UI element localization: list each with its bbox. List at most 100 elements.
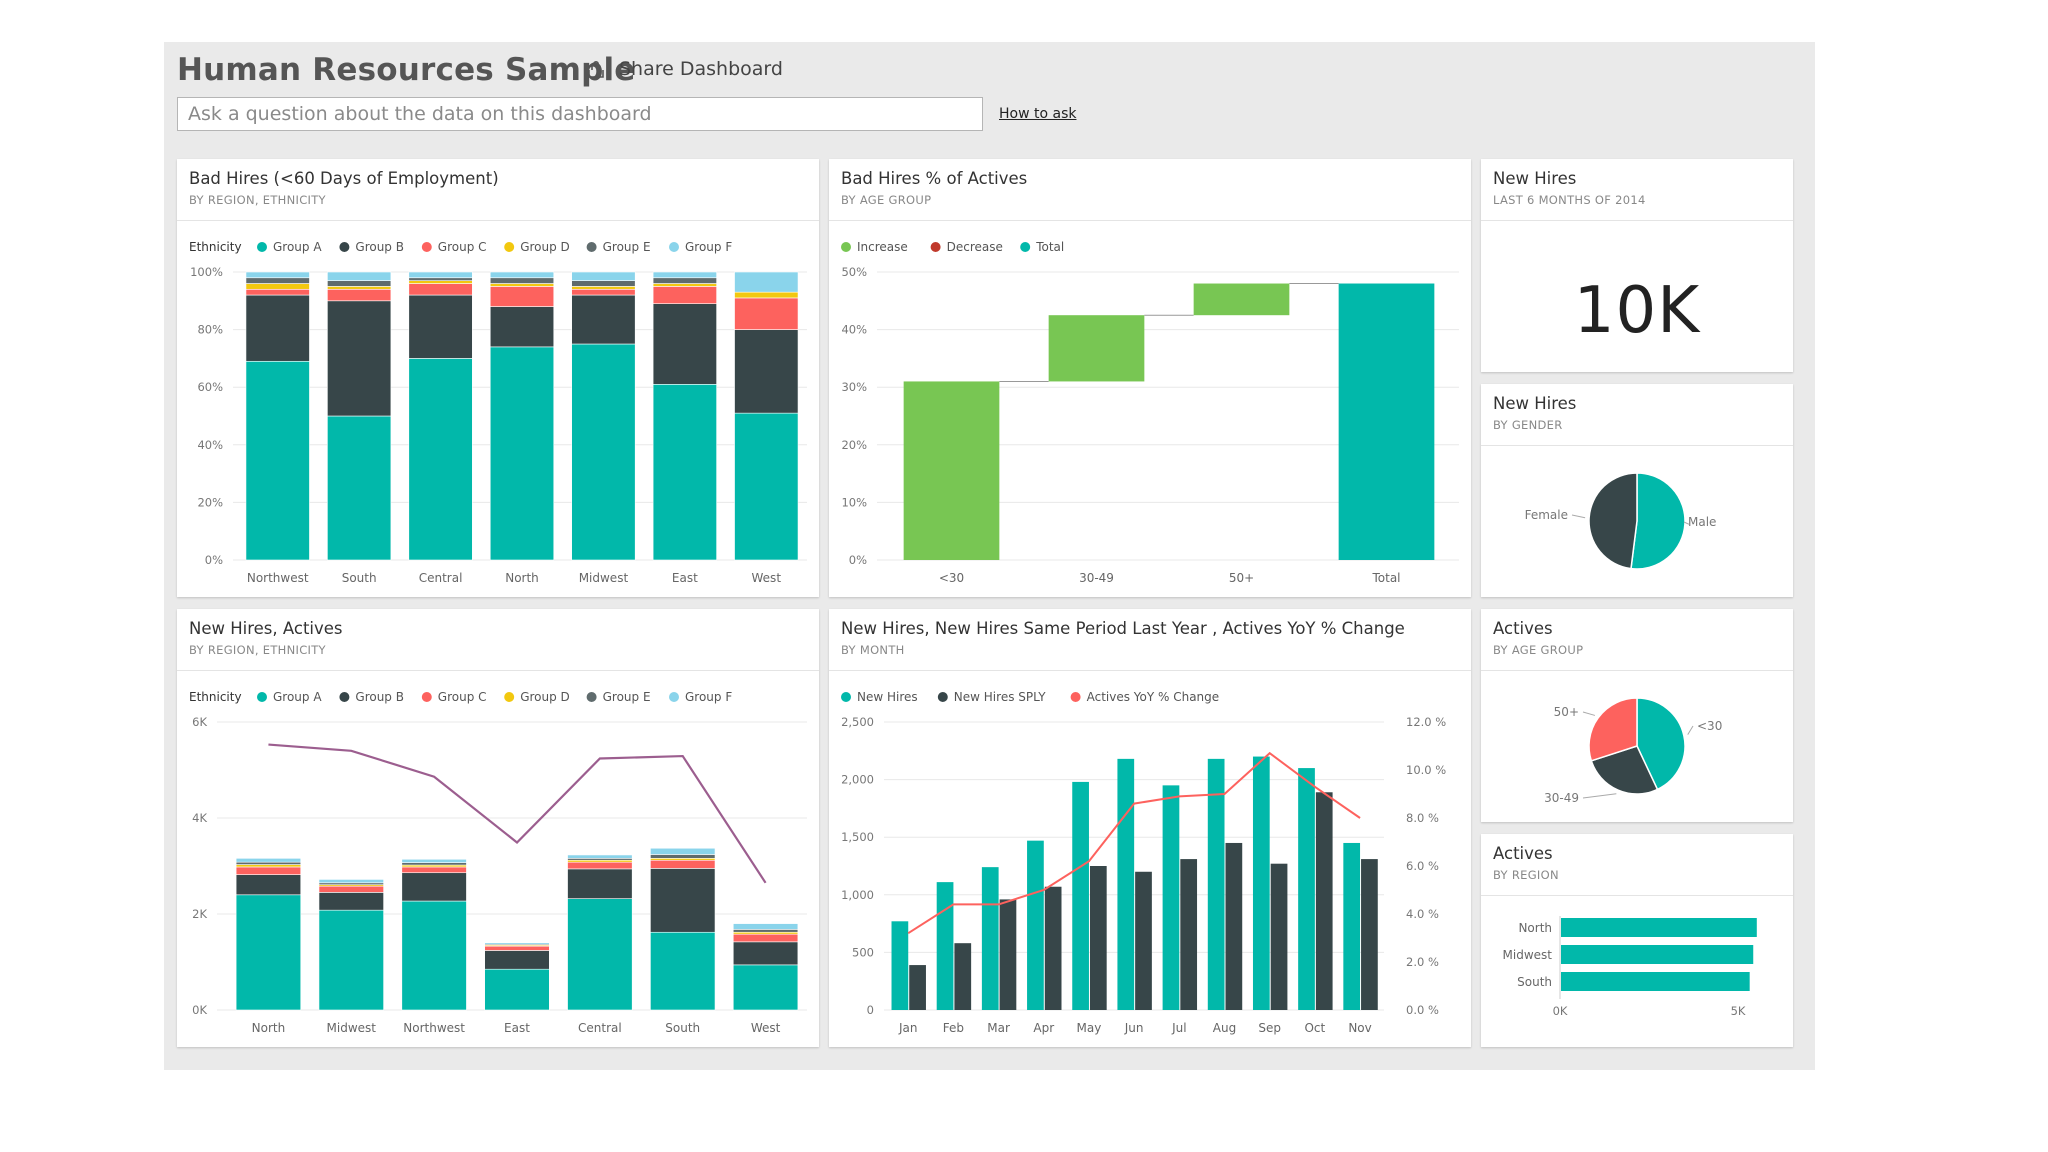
bar-segment: [318, 909, 384, 1011]
x-tick-label: North: [505, 571, 539, 585]
y-tick-label: 2K: [192, 907, 207, 921]
tile-subtitle: BY AGE GROUP: [1493, 643, 1584, 657]
month-bar: [1343, 842, 1361, 1010]
legend-item: Group F: [685, 240, 732, 254]
y-tick-label: 4K: [192, 811, 207, 825]
bar-segment: [650, 854, 716, 859]
pie-leader-line: [1683, 521, 1690, 525]
share-dashboard-label: Share Dashboard: [619, 58, 783, 80]
legend-item: Group C: [438, 240, 487, 254]
legend-marker: [339, 692, 350, 702]
tile-subtitle: BY REGION, ETHNICITY: [189, 643, 326, 657]
tile-new-hires-month[interactable]: New Hires, New Hires Same Period Last Ye…: [829, 609, 1471, 1047]
bar-segment: [734, 297, 799, 330]
bar-segment: [732, 941, 799, 966]
tile-new-hires-total[interactable]: New Hires LAST 6 MONTHS OF 2014 10K: [1481, 159, 1793, 372]
bar-segment: [235, 894, 302, 1011]
x-tick-label: Feb: [943, 1021, 964, 1035]
month-bar: [1207, 758, 1225, 1010]
month-bar: [909, 965, 926, 1010]
legend-item: Group A: [273, 240, 322, 254]
bar-segment: [327, 286, 392, 290]
region-bar: [1561, 972, 1750, 991]
tile-actives-age[interactable]: Actives BY AGE GROUP <30 30-49 50+: [1481, 609, 1793, 822]
bar-segment: [235, 861, 302, 865]
legend-marker: [339, 242, 350, 252]
tile-divider: [829, 670, 1471, 671]
x-tick-label: Nov: [1348, 1021, 1371, 1035]
tile-actives-region[interactable]: Actives BY REGION North Midwest South 0K 5K: [1481, 834, 1793, 1047]
tile-title: New Hires: [1493, 169, 1577, 188]
y-tick-label: South: [1517, 975, 1552, 989]
y2-tick-label: 2.0 %: [1406, 955, 1439, 969]
legend-marker: [841, 692, 851, 702]
bar-segment: [571, 343, 636, 561]
actives-age-pie-chart: <30 30-49 50+: [1544, 697, 1722, 805]
pie-leader-line: [1582, 711, 1596, 716]
bar-segment: [327, 280, 392, 287]
month-bar: [936, 882, 954, 1010]
tile-subtitle: BY REGION, ETHNICITY: [189, 193, 326, 207]
legend-item: Decrease: [947, 240, 1003, 254]
bar-segment: [327, 300, 392, 417]
x-tick-label: Midwest: [579, 571, 629, 585]
bar-segment: [318, 879, 384, 884]
tile-bad-hires-pct[interactable]: Bad Hires % of Actives BY AGE GROUP Incr…: [829, 159, 1471, 597]
month-bar: [1298, 768, 1315, 1010]
legend-marker: [669, 242, 679, 252]
month-bar: [1135, 871, 1152, 1010]
y-tick-label: North: [1518, 921, 1552, 935]
bar-segment: [734, 291, 799, 299]
bar-segment: [245, 360, 310, 561]
legend-item: Group B: [355, 240, 404, 254]
x-tick-label: South: [665, 1021, 700, 1035]
new-hires-month-chart: New Hires New Hires SPLY Actives YoY % Cha…: [841, 690, 1446, 1035]
waterfall-bar: [903, 381, 1000, 560]
how-to-ask-link[interactable]: How to ask: [999, 106, 1077, 122]
legend-title: Ethnicity: [189, 240, 242, 254]
month-bar: [1089, 866, 1107, 1010]
bar-segment: [489, 277, 555, 284]
bar-segment: [732, 964, 799, 1011]
waterfall-bar: [1193, 283, 1290, 316]
legend-item: Group D: [520, 240, 570, 254]
pie-slice: [1588, 697, 1638, 762]
tile-subtitle: BY GENDER: [1493, 418, 1563, 432]
x-tick-label: South: [342, 571, 377, 585]
x-tick-label: Central: [419, 571, 463, 585]
tile-new-hires-gender[interactable]: New Hires BY GENDER Male Female: [1481, 384, 1793, 597]
share-dashboard-button[interactable]: Share Dashboard: [585, 58, 783, 80]
x-tick-label: Midwest: [327, 1021, 377, 1035]
bar-segment: [652, 384, 717, 561]
tile-new-hires-actives[interactable]: New Hires, Actives BY REGION, ETHNICITY …: [177, 609, 819, 1047]
qa-question-input[interactable]: [177, 97, 983, 131]
x-tick-label: Jan: [898, 1021, 918, 1035]
y-tick-label: 40%: [197, 438, 223, 452]
bar-segment: [567, 868, 633, 899]
tile-divider: [1481, 895, 1793, 896]
legend-marker: [504, 242, 515, 252]
region-bar: [1561, 945, 1754, 964]
y-tick-label: 0: [867, 1003, 874, 1017]
pie-slice: [1590, 745, 1659, 795]
bar-segment: [650, 847, 716, 855]
bar-segment: [732, 929, 799, 933]
tile-divider: [1481, 445, 1793, 446]
y2-tick-label: 0.0 %: [1406, 1003, 1439, 1017]
tile-bad-hires[interactable]: Bad Hires (<60 Days of Employment) BY RE…: [177, 159, 819, 597]
x-tick-label: West: [751, 1021, 781, 1035]
bar-segment: [401, 862, 467, 866]
new-hires-card-value: 10K: [1573, 274, 1701, 348]
bar-segment: [567, 898, 633, 1011]
legend-title: Ethnicity: [189, 690, 242, 704]
x-tick-label: East: [672, 571, 698, 585]
legend-marker: [421, 242, 432, 252]
x-tick-label: 50+: [1229, 571, 1254, 585]
bar-segment: [401, 858, 467, 863]
tile-title: New Hires, Actives: [189, 619, 343, 638]
pie-leader-line: [1687, 725, 1694, 735]
legend-marker: [257, 692, 267, 702]
x-tick-label: May: [1077, 1021, 1102, 1035]
bar-segment: [235, 866, 302, 875]
bar-segment: [245, 288, 310, 296]
